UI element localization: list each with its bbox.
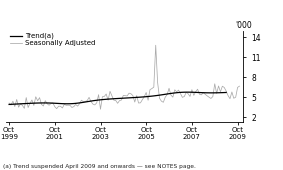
- Text: '000: '000: [235, 21, 252, 30]
- Trend(a): [221, 92, 224, 94]
- Trend(a): [82, 101, 85, 103]
- Seasonally Adjusted: [7, 102, 11, 104]
- Text: (a) Trend suspended April 2009 and onwards — see NOTES page.: (a) Trend suspended April 2009 and onwar…: [3, 164, 196, 169]
- Trend(a): [133, 97, 136, 99]
- Seasonally Adjusted: [61, 107, 64, 109]
- Trend(a): [61, 103, 64, 105]
- Seasonally Adjusted: [158, 97, 161, 99]
- Seasonally Adjusted: [224, 90, 228, 92]
- Seasonally Adjusted: [238, 85, 241, 87]
- Seasonally Adjusted: [99, 108, 102, 110]
- Legend: Trend(a), Seasonally Adjusted: Trend(a), Seasonally Adjusted: [9, 32, 96, 47]
- Seasonally Adjusted: [135, 95, 138, 97]
- Trend(a): [7, 103, 11, 105]
- Line: Trend(a): Trend(a): [9, 92, 226, 104]
- Seasonally Adjusted: [82, 101, 85, 103]
- Seasonally Adjusted: [154, 44, 157, 46]
- Trend(a): [154, 95, 157, 97]
- Line: Seasonally Adjusted: Seasonally Adjusted: [9, 45, 239, 109]
- Seasonally Adjusted: [234, 96, 237, 98]
